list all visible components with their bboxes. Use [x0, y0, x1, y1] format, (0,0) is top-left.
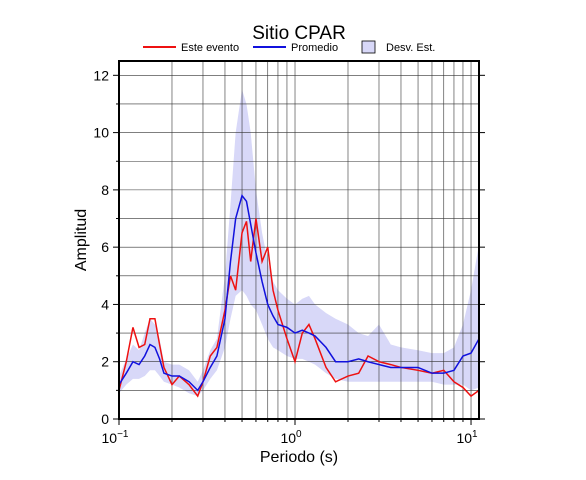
legend-label: Promedio — [291, 42, 338, 54]
legend-swatch — [361, 40, 376, 54]
y-tick-label: 8 — [101, 182, 109, 198]
x-tick-exponent: 1 — [472, 429, 478, 440]
legend-label: Este evento — [181, 42, 239, 54]
series-line — [118, 218, 480, 398]
y-tick-label: 10 — [93, 125, 109, 141]
std-band — [119, 89, 479, 397]
x-tick-exponent: −1 — [117, 429, 129, 440]
y-tick-label: 6 — [101, 239, 109, 255]
x-tick-label: 100 — [280, 429, 302, 446]
y-tick-label: 12 — [93, 67, 109, 83]
y-tick-label: 0 — [101, 411, 109, 427]
legend-label: Desv. Est. — [386, 42, 435, 54]
x-tick-base: 10 — [280, 430, 296, 446]
y-tick-label: 4 — [101, 296, 109, 312]
x-axis-label: Periodo (s) — [260, 449, 338, 466]
y-tick-label: 2 — [101, 354, 109, 370]
chart-title: Sitio CPAR — [252, 23, 346, 44]
x-tick-exponent: 0 — [296, 429, 302, 440]
y-axis-label: Amplitud — [73, 209, 90, 271]
x-tick-base: 10 — [102, 430, 118, 446]
x-tick-label: 10−1 — [102, 429, 129, 446]
plot-frame — [118, 60, 480, 420]
x-tick-label: 101 — [456, 429, 478, 446]
series-line — [118, 193, 480, 392]
x-tick-base: 10 — [456, 430, 472, 446]
